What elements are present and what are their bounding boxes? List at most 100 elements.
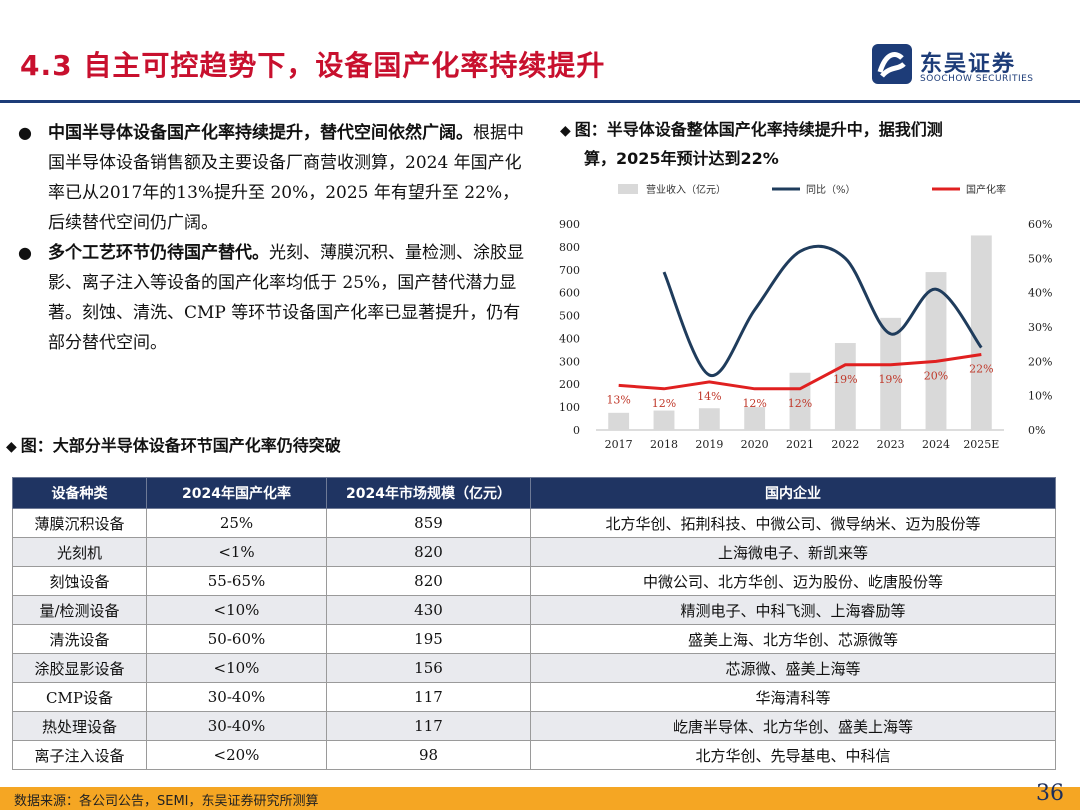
y-left-tick-label: 500 <box>559 310 580 323</box>
y-right-tick-label: 20% <box>1028 355 1052 368</box>
cell-rate: <10% <box>146 595 327 625</box>
cell-companies: 北方华创、先导基电、中科信 <box>530 740 1056 770</box>
cell-companies: 盛美上海、北方华创、芯源微等 <box>530 624 1056 654</box>
legend-label: 营业收入（亿元） <box>646 183 726 196</box>
cell-market-size: 859 <box>326 508 531 538</box>
y-right-tick-label: 30% <box>1028 321 1052 334</box>
cell-rate: 30-40% <box>146 711 327 741</box>
legend-label: 同比（%） <box>806 184 856 196</box>
cell-equipment: 量/检测设备 <box>12 595 147 625</box>
x-tick-label: 2025E <box>963 438 999 451</box>
localization-chart: 营业收入（亿元） 同比（%） 国产化率 0 100 200 300 400 500 600 700 8… <box>559 183 1052 451</box>
table-row: 清洗设备 50-60% 195 盛美上海、北方华创、芯源微等 <box>12 624 1056 654</box>
rate-data-label: 14% <box>697 390 721 403</box>
logo-mark-icon <box>872 44 912 84</box>
y-left-tick-label: 900 <box>559 218 580 231</box>
cell-market-size: 156 <box>326 653 531 683</box>
col-header-market: 2024年市场规模（亿元） <box>326 477 531 509</box>
y-left-tick-label: 200 <box>559 378 580 391</box>
rate-data-label: 12% <box>652 397 676 410</box>
y-right-tick-label: 60% <box>1028 218 1052 231</box>
cell-companies: 中微公司、北方华创、迈为股份、屹唐股份等 <box>530 566 1056 596</box>
page-number: 36 <box>1036 781 1064 806</box>
x-tick-label: 2021 <box>786 438 814 451</box>
y-left-tick-label: 700 <box>559 264 580 277</box>
diamond-icon: ◆ <box>6 439 17 455</box>
cell-equipment: 热处理设备 <box>12 711 147 741</box>
y-right-tick-label: 10% <box>1028 390 1052 403</box>
cell-companies: 屹唐半导体、北方华创、盛美上海等 <box>530 711 1056 741</box>
legend-swatch <box>618 184 638 194</box>
cell-rate: <1% <box>146 537 327 567</box>
bullet-item: ● 中国半导体设备国产化率持续提升，替代空间依然广阔。根据中国半导体设备销售额及… <box>14 118 524 238</box>
table-row: 涂胶显影设备 <10% 156 芯源微、盛美上海等 <box>12 653 1056 683</box>
localization-rate-line <box>618 352 982 391</box>
cell-rate: 25% <box>146 508 327 538</box>
y-right-tick-label: 40% <box>1028 287 1052 300</box>
revenue-bar <box>880 317 902 430</box>
cell-market-size: 820 <box>326 537 531 567</box>
cell-rate: 30-40% <box>146 682 327 712</box>
bullet-text: 根据中国半导体设备销售额及主要设备厂商营收测算，2024 年国产化率已从2017… <box>48 123 524 233</box>
cell-rate: 50-60% <box>146 624 327 654</box>
rate-data-label: 19% <box>878 373 902 386</box>
y-right-tick-label: 0% <box>1028 424 1045 437</box>
bullet-heading: 多个工艺环节仍待国产替代。 <box>48 243 269 263</box>
rate-data-label: 19% <box>833 373 857 386</box>
y-left-tick-label: 0 <box>573 424 580 437</box>
cell-companies: 北方华创、拓荆科技、中微公司、微导纳米、迈为股份等 <box>530 508 1056 538</box>
col-header-rate: 2024年国产化率 <box>146 477 327 509</box>
revenue-bar <box>653 410 675 430</box>
chart-caption: ◆ 图：半导体设备整体国产化率持续提升中，据我们测 算，2025年预计达到22% <box>560 116 1070 173</box>
x-tick-label: 2018 <box>650 438 678 451</box>
rate-data-label: 13% <box>606 393 630 406</box>
cell-market-size: 117 <box>326 711 531 741</box>
bullet-list: ● 中国半导体设备国产化率持续提升，替代空间依然广阔。根据中国半导体设备销售额及… <box>14 118 524 358</box>
yoy-line <box>662 244 983 377</box>
chart-caption-line1: 图：半导体设备整体国产化率持续提升中，据我们测 <box>574 120 943 139</box>
cell-market-size: 98 <box>326 740 531 770</box>
rate-data-label: 12% <box>788 397 812 410</box>
table-row: 光刻机 <1% 820 上海微电子、新凯来等 <box>12 537 1056 567</box>
legend-label: 国产化率 <box>966 183 1006 196</box>
y-left-tick-label: 400 <box>559 332 580 345</box>
cell-rate: 55-65% <box>146 566 327 596</box>
rate-data-label: 12% <box>742 397 766 410</box>
cell-market-size: 195 <box>326 624 531 654</box>
table-header-row: 设备种类 2024年国产化率 2024年市场规模（亿元） 国内企业 <box>12 477 1056 509</box>
table-caption: ◆ 图：大部分半导体设备环节国产化率仍待突破 <box>6 432 341 461</box>
col-header-equipment: 设备种类 <box>12 477 147 509</box>
footer-bar: 数据来源：各公司公告，SEMI，东吴证券研究所测算 36 <box>0 781 1080 810</box>
table-row: 刻蚀设备 55-65% 820 中微公司、北方华创、迈为股份、屹唐股份等 <box>12 566 1056 596</box>
bullet-heading: 中国半导体设备国产化率持续提升，替代空间依然广阔。 <box>48 123 473 143</box>
revenue-bar <box>698 408 720 430</box>
revenue-bar <box>970 235 992 430</box>
revenue-bar <box>925 272 947 430</box>
cell-companies: 华海清科等 <box>530 682 1056 712</box>
y-left-tick-label: 100 <box>559 401 580 414</box>
table-row: 薄膜沉积设备 25% 859 北方华创、拓荆科技、中微公司、微导纳米、迈为股份等 <box>12 508 1056 538</box>
data-source: 数据来源：各公司公告，SEMI，东吴证券研究所测算 <box>14 794 319 809</box>
rate-data-label: 22% <box>969 362 993 375</box>
y-right-tick-label: 50% <box>1028 252 1052 265</box>
table-row: 量/检测设备 <10% 430 精测电子、中科飞测、上海睿励等 <box>12 595 1056 625</box>
page-title: 4.3 自主可控趋势下，设备国产化率持续提升 <box>20 49 606 82</box>
table-row: 热处理设备 30-40% 117 屹唐半导体、北方华创、盛美上海等 <box>12 711 1056 741</box>
revenue-bar <box>834 343 856 430</box>
x-tick-label: 2020 <box>741 438 769 451</box>
table-row: CMP设备 30-40% 117 华海清科等 <box>12 682 1056 712</box>
header-divider <box>0 100 1080 103</box>
y-left-tick-label: 300 <box>559 355 580 368</box>
cell-equipment: 离子注入设备 <box>12 740 147 770</box>
cell-market-size: 117 <box>326 682 531 712</box>
bullet-text: 光刻、薄膜沉积、量检测、涂胶显影、离子注入等设备的国产化率均低于 25%，国产替… <box>48 243 524 353</box>
x-tick-label: 2017 <box>605 438 633 451</box>
logo-text: 东吴证券 <box>920 52 1017 77</box>
cell-market-size: 820 <box>326 566 531 596</box>
cell-equipment: 刻蚀设备 <box>12 566 147 596</box>
rate-data-label: 20% <box>924 369 948 382</box>
x-tick-label: 2023 <box>877 438 905 451</box>
cell-rate: <20% <box>146 740 327 770</box>
x-tick-label: 2024 <box>922 438 950 451</box>
cell-companies: 芯源微、盛美上海等 <box>530 653 1056 683</box>
